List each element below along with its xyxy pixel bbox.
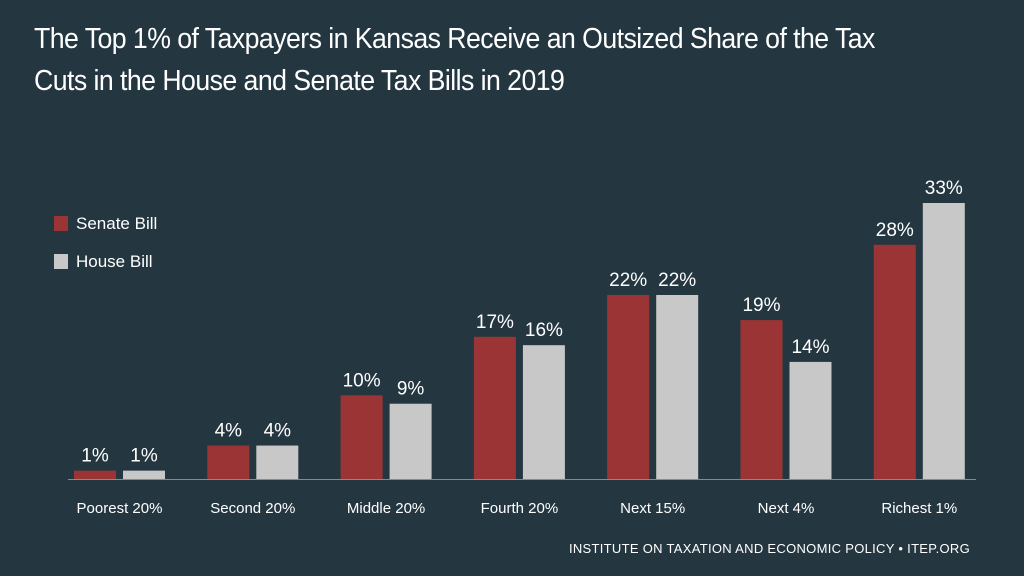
bar-house-2 xyxy=(389,403,432,479)
bar-house-6 xyxy=(922,203,965,479)
category-label-5: Next 4% xyxy=(758,500,815,517)
bar-house-4 xyxy=(656,295,699,479)
data-label-senate-6: 28% xyxy=(876,220,914,241)
bar-senate-1 xyxy=(207,445,250,479)
bar-house-0 xyxy=(123,470,165,479)
data-label-senate-2: 10% xyxy=(343,370,381,391)
data-label-senate-3: 17% xyxy=(476,312,514,333)
category-label-0: Poorest 20% xyxy=(77,500,163,517)
data-label-house-0: 1% xyxy=(130,446,158,467)
legend-swatch-senate xyxy=(54,216,68,231)
bar-senate-6 xyxy=(873,244,916,479)
legend-label-house: House Bill xyxy=(76,252,153,271)
data-label-house-6: 33% xyxy=(925,178,963,199)
data-label-house-4: 22% xyxy=(658,270,696,291)
data-label-house-1: 4% xyxy=(264,421,292,442)
bar-house-5 xyxy=(789,361,832,479)
category-label-6: Richest 1% xyxy=(881,500,957,517)
bar-senate-0 xyxy=(74,470,116,479)
bar-senate-3 xyxy=(473,336,516,479)
data-label-senate-1: 4% xyxy=(215,421,243,442)
data-label-house-2: 9% xyxy=(397,379,425,400)
data-label-house-3: 16% xyxy=(525,320,563,341)
data-label-senate-0: 1% xyxy=(81,446,109,467)
category-label-1: Second 20% xyxy=(210,500,295,517)
bar-senate-5 xyxy=(740,320,783,479)
chart-title: The Top 1% of Taxpayers in Kansas Receiv… xyxy=(34,23,875,97)
category-label-2: Middle 20% xyxy=(347,500,425,517)
bar-house-3 xyxy=(522,345,565,479)
footer-credit: INSTITUTE ON TAXATION AND ECONOMIC POLIC… xyxy=(568,541,970,556)
bar-senate-4 xyxy=(607,295,650,479)
data-label-house-5: 14% xyxy=(791,337,829,358)
category-label-3: Fourth 20% xyxy=(481,500,559,517)
category-label-4: Next 15% xyxy=(620,500,685,517)
bar-senate-2 xyxy=(340,395,383,479)
legend-swatch-house xyxy=(54,254,68,269)
bar-house-1 xyxy=(256,445,299,479)
legend-label-senate: Senate Bill xyxy=(76,214,157,233)
data-label-senate-4: 22% xyxy=(609,270,647,291)
data-label-senate-5: 19% xyxy=(742,295,780,316)
